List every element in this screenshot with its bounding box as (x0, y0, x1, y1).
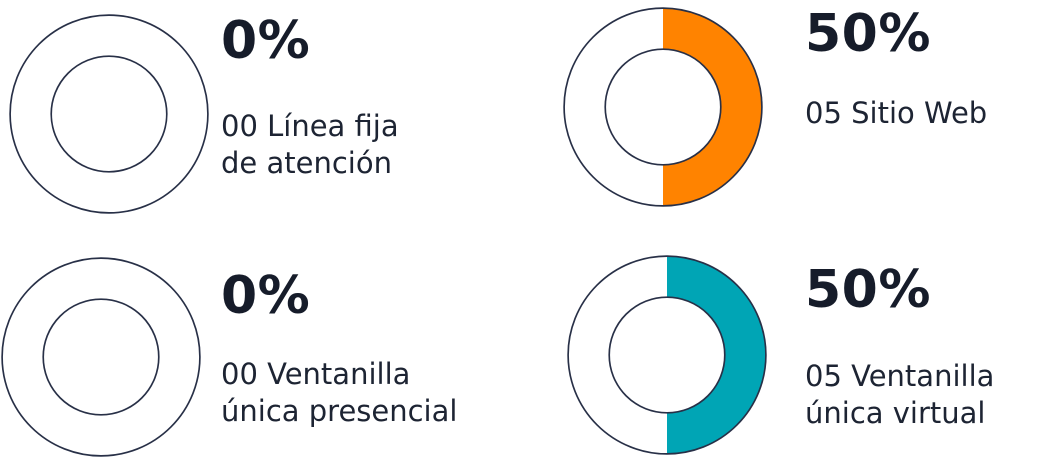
channel-label: 00 Línea fija de atención (221, 109, 399, 180)
channel-label: 00 Ventanilla única presencial (221, 357, 458, 428)
percent-value: 50% (805, 260, 931, 320)
donut-chart (1, 257, 201, 457)
stat-card-ventanilla-virtual: 50% 05 Ventanilla única virtual (560, 243, 1030, 455)
stat-card-ventanilla-presencial: 0% 00 Ventanilla única presencial (0, 243, 470, 457)
percent-value: 0% (221, 11, 311, 71)
channel-label: 05 Ventanilla única virtual (805, 359, 995, 430)
donut-inner-ring (604, 48, 722, 166)
donut-outer-ring (563, 7, 763, 207)
donut-chart (567, 255, 767, 455)
donut-inner-ring (50, 55, 168, 173)
percent-value: 0% (221, 266, 311, 326)
stat-card-sitio-web: 50% 05 Sitio Web (560, 0, 1030, 207)
donut-inner-ring (42, 298, 160, 416)
stat-card-linea-fija: 0% 00 Línea fija de atención (0, 0, 470, 214)
donut-segment (663, 8, 762, 206)
donut-segment (667, 256, 766, 454)
channel-label: 05 Sitio Web (805, 96, 988, 130)
donut-chart (563, 7, 763, 207)
donut-outer-ring (9, 14, 209, 214)
donut-inner-ring (608, 296, 726, 414)
percent-value: 50% (805, 4, 931, 64)
donut-chart (9, 14, 209, 214)
